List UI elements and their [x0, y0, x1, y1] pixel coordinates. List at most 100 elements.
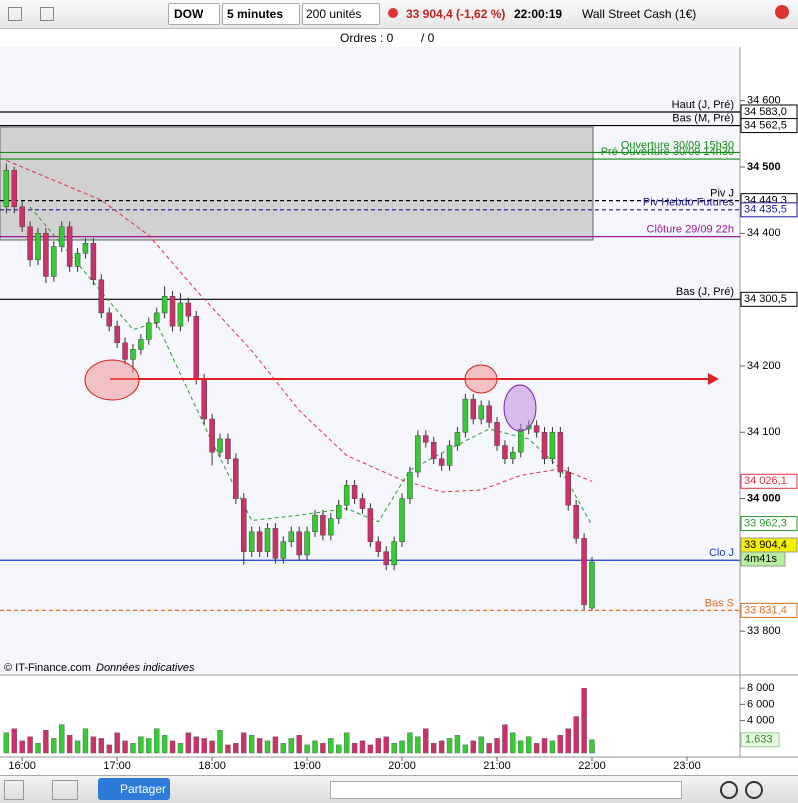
candle-body — [169, 296, 176, 327]
icon[interactable] — [40, 7, 54, 21]
candle-body — [486, 405, 492, 423]
tool-button[interactable] — [52, 780, 78, 800]
candle-body — [122, 342, 128, 360]
volume-bar — [146, 738, 152, 754]
toolbar: DOW 5 minutes 200 unités 33 904,4 (-1,62… — [0, 0, 798, 29]
volume-bar — [154, 728, 160, 754]
volume-bar — [241, 732, 247, 754]
volume-bar — [296, 734, 302, 754]
volume-bar — [573, 716, 579, 754]
volume-bar — [454, 734, 461, 754]
candle-body — [328, 518, 334, 536]
level-label: Bas (J, Pré) — [676, 286, 734, 298]
volume-bar — [169, 740, 176, 754]
candle-body — [383, 551, 389, 566]
candle-body — [351, 485, 358, 499]
level-label: Ouverture 30/09 15h30 — [621, 139, 734, 151]
volume-bar — [470, 740, 476, 754]
volume-bar — [114, 732, 120, 754]
volume-bar — [90, 736, 97, 754]
icon[interactable] — [8, 7, 22, 21]
level-label: Piv Hebdo Futures — [643, 197, 735, 209]
candle-body — [502, 445, 508, 460]
volume-bar — [74, 740, 81, 754]
share-button[interactable] — [98, 778, 170, 800]
volume-bar — [122, 740, 128, 754]
volume-bar — [264, 740, 271, 754]
symbol-select[interactable] — [168, 3, 220, 25]
candle-body — [217, 438, 223, 453]
candle-body — [3, 170, 10, 208]
volume-bar — [233, 743, 239, 754]
volume-tick-label: 4 000 — [747, 714, 775, 726]
volume-bar — [343, 732, 350, 754]
status-dot — [388, 8, 398, 18]
volume-bar — [248, 734, 255, 754]
volume-bar — [130, 743, 136, 754]
volume-bar — [462, 744, 469, 754]
value-label: 34 562,5 — [744, 119, 787, 131]
interval-select[interactable] — [222, 3, 300, 25]
volume-bar — [510, 732, 516, 754]
level-label: Piv J — [710, 188, 734, 200]
candle-body — [209, 418, 215, 453]
candle-body — [146, 322, 152, 340]
x-tick-label: 20:00 — [388, 760, 416, 772]
volume-bar — [486, 743, 492, 754]
candle-body — [415, 435, 421, 473]
candle-body — [201, 378, 207, 420]
volume-bar — [565, 728, 571, 754]
volume-bar — [11, 728, 17, 754]
candle-body — [280, 541, 287, 559]
ellipse — [503, 384, 537, 432]
candle-body — [19, 206, 25, 227]
candle-body — [193, 315, 200, 380]
clock: 22:00:19 — [514, 7, 563, 21]
arrow-head — [708, 373, 719, 385]
candle-body — [58, 226, 65, 247]
volume-bar — [66, 734, 73, 754]
x-tick-label: 18:00 — [198, 760, 226, 772]
scrollbar[interactable] — [330, 781, 682, 799]
volume-bar — [201, 738, 207, 754]
candle-body — [399, 498, 405, 542]
candle-body — [106, 312, 112, 327]
candle-body — [138, 339, 144, 350]
volume-bar — [320, 743, 326, 754]
candle-body — [114, 325, 120, 344]
symbol: DOW — [174, 7, 204, 21]
volume-bar — [59, 724, 65, 754]
candle-body — [11, 170, 17, 208]
volume-bar — [177, 743, 184, 754]
candle-body — [66, 226, 73, 267]
candle-body — [90, 243, 97, 281]
volume-bar — [51, 738, 57, 754]
volume-bar — [533, 743, 540, 754]
volume-bar — [383, 736, 389, 754]
candle-body — [98, 279, 105, 314]
tool-button[interactable] — [4, 780, 24, 800]
candle-body — [454, 432, 461, 446]
volume-bar — [312, 740, 318, 754]
ma-label: 33 962,3 — [744, 518, 787, 530]
candle-body — [272, 528, 279, 559]
volume-bar — [272, 736, 279, 754]
candle-body — [407, 471, 413, 499]
ma-box — [740, 473, 798, 489]
units-select[interactable] — [302, 3, 380, 25]
volume-bar — [3, 732, 10, 754]
candle-body — [335, 504, 342, 519]
zoom-in[interactable] — [745, 781, 763, 799]
candle-body — [130, 349, 136, 360]
volume-bar — [19, 740, 25, 754]
x-tick-label: 19:00 — [293, 760, 321, 772]
value-box — [740, 602, 798, 618]
volume-bar — [27, 736, 33, 754]
x-tick-label: 17:00 — [103, 760, 131, 772]
candle-body — [185, 302, 192, 317]
close-button[interactable] — [775, 5, 789, 19]
volume-label: 1.633 — [745, 734, 773, 746]
level-label: Bas (M, Pré) — [672, 112, 734, 124]
zoom-out[interactable] — [720, 781, 738, 799]
